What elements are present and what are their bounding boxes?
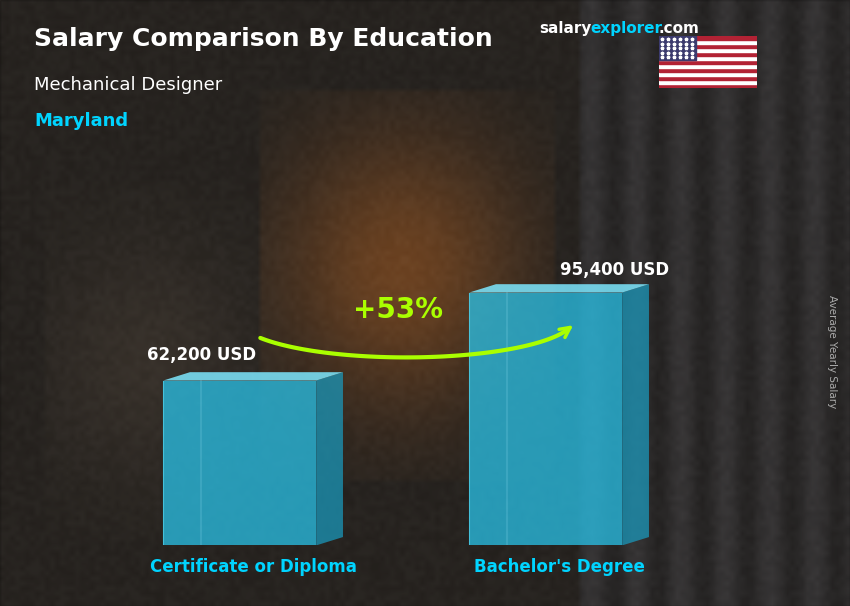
Polygon shape <box>316 372 343 545</box>
Bar <box>659 84 756 88</box>
Bar <box>659 60 756 64</box>
Polygon shape <box>469 284 649 293</box>
Bar <box>659 41 756 44</box>
Bar <box>659 64 756 68</box>
Bar <box>659 56 756 60</box>
Bar <box>659 36 696 60</box>
Text: explorer: explorer <box>591 21 663 36</box>
Bar <box>659 72 756 76</box>
Text: .com: .com <box>659 21 700 36</box>
Text: 95,400 USD: 95,400 USD <box>560 261 669 279</box>
Text: Certificate or Diploma: Certificate or Diploma <box>150 558 356 576</box>
Text: Average Yearly Salary: Average Yearly Salary <box>827 295 837 408</box>
Text: Maryland: Maryland <box>34 112 128 130</box>
Polygon shape <box>622 284 649 545</box>
Text: salary: salary <box>540 21 592 36</box>
Polygon shape <box>469 293 622 545</box>
Text: Salary Comparison By Education: Salary Comparison By Education <box>34 27 493 52</box>
Bar <box>659 52 756 56</box>
Bar <box>659 68 756 72</box>
Bar <box>659 80 756 84</box>
Text: 62,200 USD: 62,200 USD <box>147 346 256 364</box>
Bar <box>659 76 756 80</box>
Text: +53%: +53% <box>354 296 444 324</box>
Polygon shape <box>163 372 343 381</box>
Polygon shape <box>163 381 316 545</box>
Text: Bachelor's Degree: Bachelor's Degree <box>473 558 644 576</box>
Text: Mechanical Designer: Mechanical Designer <box>34 76 222 94</box>
Bar <box>659 44 756 48</box>
Bar <box>659 48 756 52</box>
Bar <box>659 36 756 41</box>
